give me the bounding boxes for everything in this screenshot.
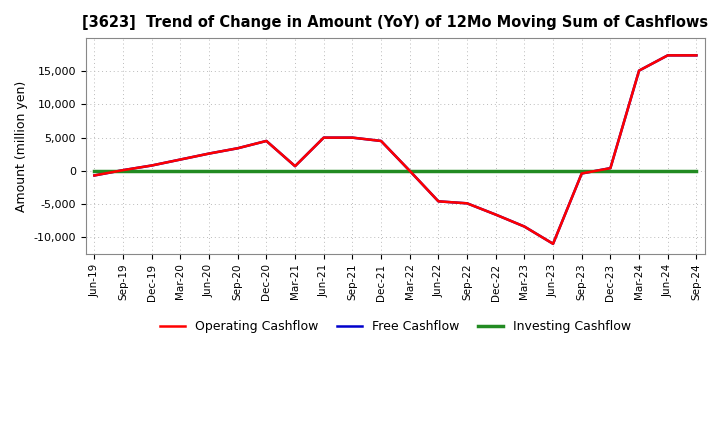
Operating Cashflow — [663, 53, 672, 58]
Investing Cashflow — [405, 168, 414, 173]
Free Cashflow — [320, 135, 328, 140]
Operating Cashflow — [148, 163, 156, 168]
Free Cashflow — [119, 168, 127, 173]
Operating Cashflow — [692, 53, 701, 58]
Free Cashflow — [148, 163, 156, 168]
Operating Cashflow — [520, 224, 528, 229]
Investing Cashflow — [463, 168, 472, 173]
Investing Cashflow — [348, 168, 356, 173]
Operating Cashflow — [549, 241, 557, 246]
Investing Cashflow — [148, 168, 156, 173]
Investing Cashflow — [520, 168, 528, 173]
Investing Cashflow — [320, 168, 328, 173]
Free Cashflow — [635, 68, 644, 73]
Operating Cashflow — [119, 168, 127, 173]
Operating Cashflow — [463, 201, 472, 206]
Free Cashflow — [176, 157, 185, 162]
Free Cashflow — [377, 138, 385, 143]
Operating Cashflow — [492, 212, 500, 217]
Free Cashflow — [233, 146, 242, 151]
Investing Cashflow — [692, 168, 701, 173]
Title: [3623]  Trend of Change in Amount (YoY) of 12Mo Moving Sum of Cashflows: [3623] Trend of Change in Amount (YoY) o… — [82, 15, 708, 30]
Free Cashflow — [434, 199, 443, 204]
Line: Free Cashflow: Free Cashflow — [94, 55, 696, 244]
Free Cashflow — [492, 212, 500, 217]
Operating Cashflow — [233, 146, 242, 151]
Free Cashflow — [262, 138, 271, 143]
Free Cashflow — [204, 151, 213, 156]
Investing Cashflow — [233, 168, 242, 173]
Operating Cashflow — [262, 138, 271, 143]
Line: Operating Cashflow: Operating Cashflow — [94, 55, 696, 244]
Operating Cashflow — [348, 135, 356, 140]
Free Cashflow — [549, 241, 557, 246]
Operating Cashflow — [606, 165, 615, 171]
Operating Cashflow — [377, 138, 385, 143]
Free Cashflow — [90, 173, 99, 178]
Operating Cashflow — [635, 68, 644, 73]
Investing Cashflow — [119, 168, 127, 173]
Free Cashflow — [405, 168, 414, 173]
Investing Cashflow — [377, 168, 385, 173]
Operating Cashflow — [405, 168, 414, 173]
Investing Cashflow — [90, 168, 99, 173]
Free Cashflow — [663, 53, 672, 58]
Investing Cashflow — [492, 168, 500, 173]
Operating Cashflow — [291, 164, 300, 169]
Free Cashflow — [577, 171, 586, 176]
Investing Cashflow — [291, 168, 300, 173]
Investing Cashflow — [606, 168, 615, 173]
Operating Cashflow — [204, 151, 213, 156]
Operating Cashflow — [320, 135, 328, 140]
Investing Cashflow — [635, 168, 644, 173]
Free Cashflow — [692, 53, 701, 58]
Operating Cashflow — [176, 157, 185, 162]
Free Cashflow — [520, 224, 528, 229]
Investing Cashflow — [204, 168, 213, 173]
Investing Cashflow — [262, 168, 271, 173]
Free Cashflow — [463, 201, 472, 206]
Investing Cashflow — [176, 168, 185, 173]
Operating Cashflow — [90, 173, 99, 178]
Free Cashflow — [606, 165, 615, 171]
Operating Cashflow — [434, 199, 443, 204]
Free Cashflow — [348, 135, 356, 140]
Investing Cashflow — [434, 168, 443, 173]
Investing Cashflow — [549, 168, 557, 173]
Operating Cashflow — [577, 171, 586, 176]
Investing Cashflow — [663, 168, 672, 173]
Free Cashflow — [291, 164, 300, 169]
Investing Cashflow — [577, 168, 586, 173]
Legend: Operating Cashflow, Free Cashflow, Investing Cashflow: Operating Cashflow, Free Cashflow, Inves… — [155, 315, 636, 338]
Y-axis label: Amount (million yen): Amount (million yen) — [15, 81, 28, 212]
